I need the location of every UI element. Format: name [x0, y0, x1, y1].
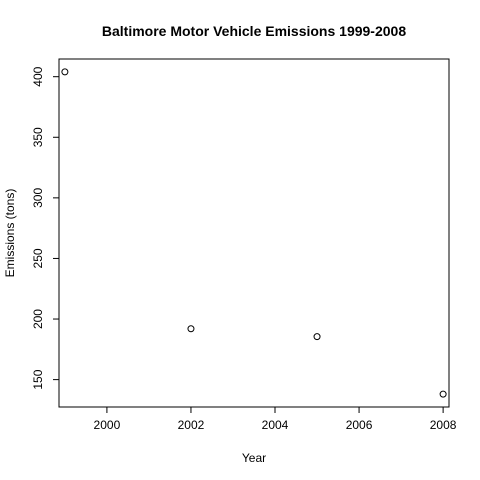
y-tick-label: 150 [31, 369, 45, 389]
y-tick-label: 300 [31, 188, 45, 208]
data-point [187, 325, 195, 333]
data-point [61, 68, 69, 76]
data-points [61, 68, 447, 398]
x-tick-label: 2004 [262, 418, 289, 432]
data-point [313, 333, 321, 341]
y-axis-label: Emissions (tons) [3, 189, 17, 278]
x-tick-label: 2000 [94, 418, 121, 432]
y-tick-label: 200 [31, 309, 45, 329]
x-axis-label: Year [242, 451, 266, 465]
y-tick-label: 350 [31, 127, 45, 147]
plot-frame [58, 58, 450, 408]
y-tick-label: 400 [31, 66, 45, 86]
y-axis: 150 200 250 300 350 400 [31, 66, 60, 390]
x-tick-label: 2002 [178, 418, 205, 432]
chart-title: Baltimore Motor Vehicle Emissions 1999-2… [102, 23, 406, 39]
x-axis: 2000 2002 2004 2006 2008 [94, 406, 457, 432]
data-point [439, 390, 447, 398]
y-tick-label: 250 [31, 248, 45, 268]
x-tick-label: 2008 [430, 418, 457, 432]
x-tick-label: 2006 [346, 418, 373, 432]
